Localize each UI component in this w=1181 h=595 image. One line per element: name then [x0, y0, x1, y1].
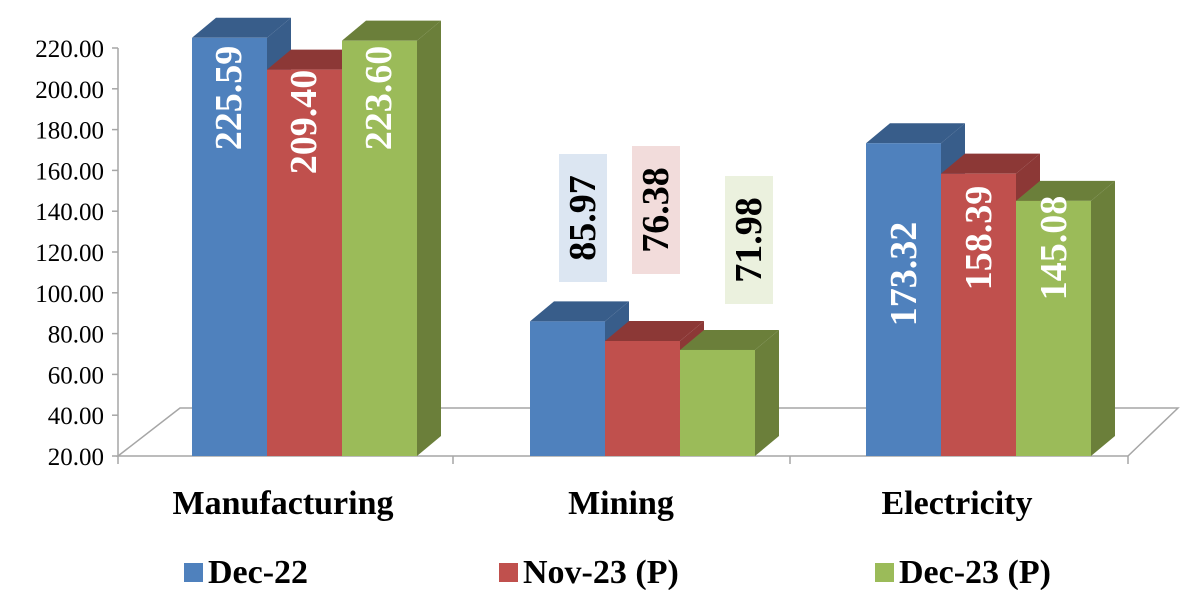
legend-label: Nov-23 (P) [523, 554, 679, 590]
category-labels: Manufacturing Mining Electricity [173, 485, 1033, 522]
bar-top [866, 123, 965, 144]
bars [192, 17, 1115, 457]
category-label: Manufacturing [173, 485, 394, 522]
data-label: 225.59 [208, 46, 250, 151]
data-label-box [559, 154, 607, 282]
bar-top [680, 329, 779, 350]
category-label: Mining [568, 485, 674, 522]
data-label: 85.97 [562, 175, 604, 261]
data-label: 223.60 [358, 46, 400, 151]
floor-outline [115, 407, 1180, 457]
y-tick-label: 60.00 [48, 362, 104, 389]
y-tick-label: 160.00 [35, 158, 104, 185]
legend-swatch [499, 563, 518, 582]
bar [680, 349, 755, 456]
bar-top [530, 301, 629, 322]
chart-floor [115, 407, 1180, 464]
bar [342, 40, 417, 456]
bar-side [417, 20, 441, 456]
category-label: Electricity [881, 485, 1032, 522]
data-label-box [725, 176, 773, 304]
y-tick-label: 20.00 [48, 444, 104, 471]
y-tick-label: 180.00 [35, 118, 104, 145]
bar-top [1016, 180, 1115, 201]
y-tick-label: 140.00 [35, 199, 104, 226]
bar-top [192, 17, 291, 38]
bar [267, 69, 342, 457]
legend-label: Dec-23 (P) [899, 554, 1051, 590]
bar-top [941, 153, 1040, 174]
data-label: 209.40 [283, 70, 325, 175]
bar [866, 143, 941, 456]
legend-swatch [184, 563, 203, 582]
y-tick-label: 120.00 [35, 240, 104, 267]
y-tick-label: 80.00 [48, 322, 104, 349]
data-label-box [632, 146, 680, 274]
bar [192, 37, 267, 457]
bar [1016, 200, 1091, 456]
data-label: 145.08 [1033, 196, 1075, 301]
bar-side [1091, 180, 1115, 457]
y-tick-label: 40.00 [48, 403, 104, 430]
bar-side [755, 329, 779, 456]
bar-top [342, 20, 441, 41]
bar [530, 321, 605, 456]
legend: Dec-22 Nov-23 (P) Dec-23 (P) [184, 554, 1051, 591]
y-axis: 20.00 40.00 60.00 80.00 100.00 120.00 140.00 16… [35, 36, 119, 471]
y-tick-label: 100.00 [35, 281, 104, 308]
y-tick-label: 200.00 [35, 77, 104, 104]
bar-top [267, 49, 366, 70]
y-tick-label: 220.00 [35, 36, 104, 63]
data-label: 76.38 [635, 167, 677, 253]
data-label: 173.32 [883, 222, 925, 327]
bar-top [605, 320, 704, 341]
bar [941, 173, 1016, 457]
bar [605, 340, 680, 456]
legend-label: Dec-22 [208, 554, 308, 590]
data-label: 71.98 [728, 197, 770, 283]
data-label: 158.39 [958, 186, 1000, 291]
data-labels: 225.59 209.40 223.60 85.97 76.38 71.98 173.32 1… [208, 46, 1075, 327]
legend-swatch [875, 563, 894, 582]
